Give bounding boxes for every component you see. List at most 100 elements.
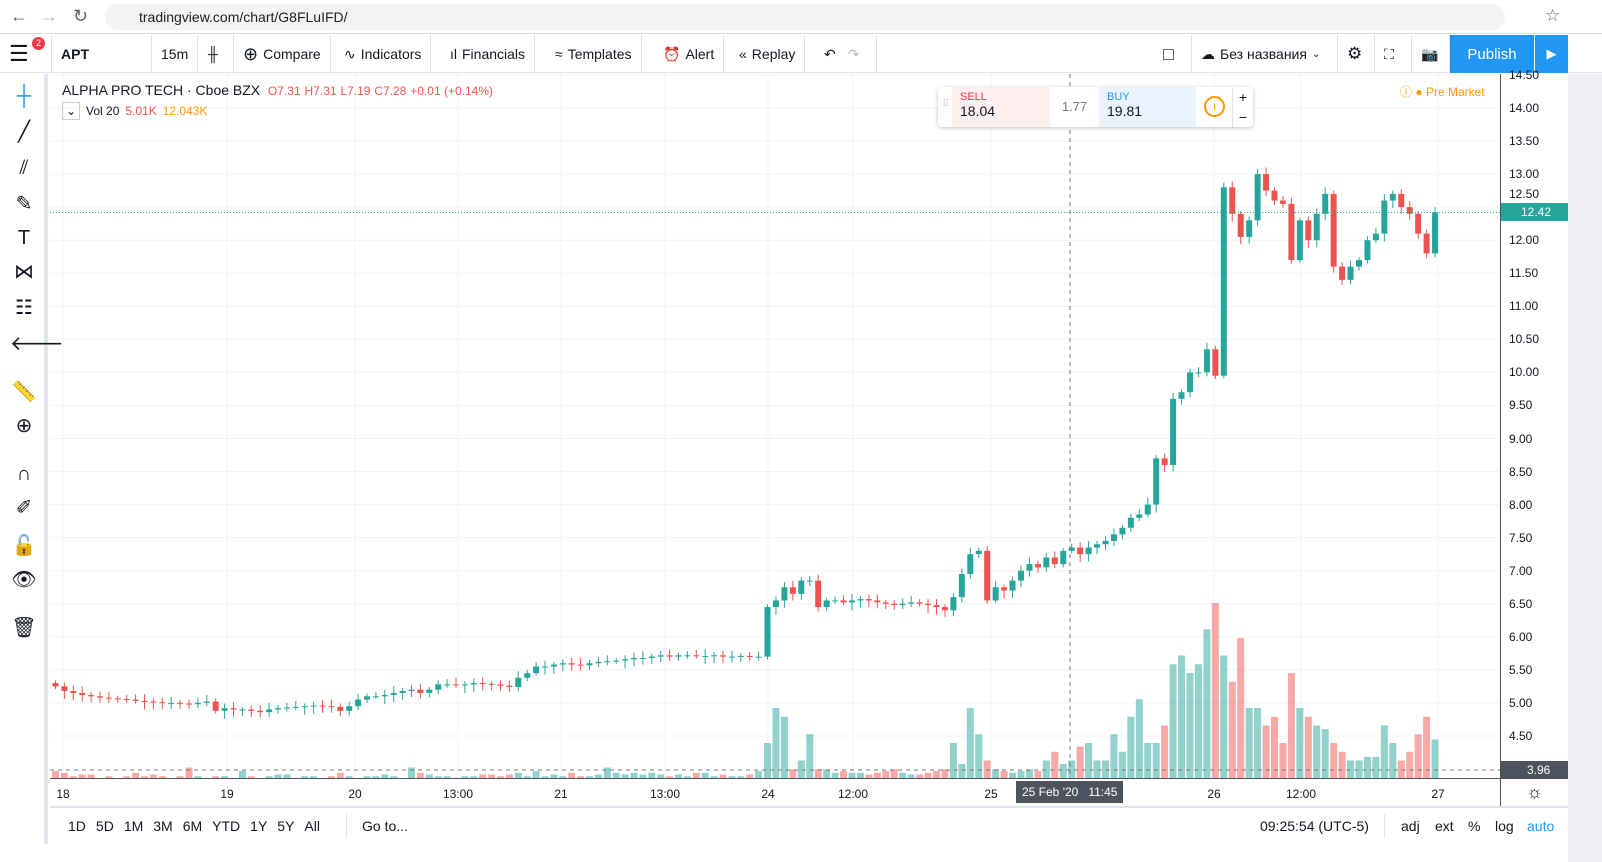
candle-body bbox=[1381, 200, 1388, 234]
range-button-all[interactable]: All bbox=[304, 818, 320, 834]
trash-icon[interactable]: 🗑 bbox=[11, 617, 37, 639]
back-icon[interactable]: ← bbox=[10, 6, 28, 26]
range-button-1d[interactable]: 1D bbox=[68, 818, 86, 834]
undo-icon[interactable]: ↶ bbox=[824, 45, 836, 62]
menu-button[interactable]: ☰ 2 bbox=[0, 35, 52, 73]
replay-button[interactable]: «Replay bbox=[730, 35, 806, 73]
financials-button[interactable]: ıl Financials bbox=[441, 35, 536, 73]
volume-bar bbox=[840, 771, 848, 778]
candle-body bbox=[1288, 203, 1295, 261]
magnet-icon[interactable]: ∩ bbox=[16, 463, 32, 485]
snapshot-button[interactable]: 📷 bbox=[1412, 35, 1450, 73]
eye-icon[interactable]: 👁 bbox=[11, 569, 37, 591]
candle-body bbox=[1406, 207, 1413, 214]
interval-button[interactable]: 15m bbox=[152, 35, 199, 73]
range-button-5d[interactable]: 5D bbox=[95, 818, 114, 834]
text-icon[interactable]: T bbox=[17, 227, 31, 249]
candle-body bbox=[891, 603, 898, 606]
prediction-icon[interactable]: ☷ bbox=[15, 297, 33, 319]
unlock-icon[interactable]: 🔓 bbox=[11, 535, 37, 557]
auto-toggle[interactable]: auto bbox=[1527, 818, 1555, 834]
play-button[interactable]: ▶ bbox=[1535, 35, 1568, 73]
candle-body bbox=[61, 686, 68, 692]
crosshair-icon[interactable]: ┼ bbox=[16, 85, 32, 107]
axis-settings-icon[interactable]: ☼ bbox=[1500, 778, 1568, 806]
adj-toggle[interactable]: adj bbox=[1401, 818, 1420, 834]
symbol-title[interactable]: ALPHA PRO TECH · Cboe BZX bbox=[62, 82, 261, 98]
drag-handle-icon[interactable]: ⠿ bbox=[942, 99, 950, 110]
lock-drawing-icon[interactable]: ✐ bbox=[15, 497, 33, 519]
percent-toggle[interactable]: % bbox=[1468, 818, 1481, 834]
templates-icon: ≈ bbox=[555, 46, 563, 62]
templates-button[interactable]: ≈ Templates bbox=[546, 35, 642, 73]
volume-bar bbox=[1355, 760, 1363, 778]
market-status[interactable]: ⓘ ● Pre Market bbox=[1400, 85, 1485, 99]
range-button-3m[interactable]: 3M bbox=[153, 818, 173, 834]
time-label: 18 bbox=[56, 787, 70, 801]
fullscreen-button[interactable]: ⛶ bbox=[1375, 35, 1412, 73]
symbol-search[interactable]: APT bbox=[52, 35, 152, 73]
settings-button[interactable]: ⚙ bbox=[1338, 35, 1375, 73]
sell-button[interactable]: SELL 18.04 bbox=[952, 87, 1050, 127]
chart-type-button[interactable]: ╫ bbox=[199, 35, 234, 73]
range-button-1y[interactable]: 1Y bbox=[250, 818, 268, 834]
candle-body bbox=[728, 656, 735, 658]
candle-body bbox=[967, 554, 974, 575]
publish-button[interactable]: Publish bbox=[1450, 35, 1534, 73]
price-label: 12.50 bbox=[1509, 187, 1540, 202]
buy-button[interactable]: BUY 19.81 bbox=[1099, 87, 1196, 127]
range-button-ytd[interactable]: YTD bbox=[212, 818, 241, 834]
candle-body bbox=[159, 702, 166, 704]
plus-circle-icon: ⊕ bbox=[243, 43, 259, 64]
range-button-1m[interactable]: 1M bbox=[123, 818, 144, 834]
range-button-5y[interactable]: 5Y bbox=[277, 818, 295, 834]
save-layout-button[interactable]: ☁ Без названия ⌄ bbox=[1192, 35, 1338, 73]
layout-button[interactable]: □ bbox=[1154, 35, 1192, 73]
fib-icon[interactable]: ⫽ bbox=[19, 157, 29, 179]
candle-body bbox=[604, 661, 611, 663]
range-button-6m[interactable]: 6M bbox=[182, 818, 203, 834]
candle-body bbox=[355, 699, 362, 707]
volume-bar bbox=[865, 774, 873, 778]
volume-bar bbox=[488, 774, 496, 778]
address-bar[interactable]: tradingview.com/chart/G8FLuIFD/ bbox=[105, 4, 1505, 30]
price-label: 13.50 bbox=[1509, 134, 1540, 149]
candle-body bbox=[613, 660, 620, 662]
volume-bar bbox=[958, 764, 966, 778]
trend-line-icon[interactable]: ╱ bbox=[17, 121, 31, 143]
volume-bar bbox=[550, 774, 558, 778]
price-label: 8.00 bbox=[1509, 497, 1533, 512]
ruler-icon[interactable]: 📏 bbox=[11, 381, 37, 403]
forward-icon[interactable]: → bbox=[40, 6, 58, 26]
collapse-legend-button[interactable]: ⌄ bbox=[62, 102, 80, 120]
candle-body bbox=[1161, 458, 1168, 465]
pattern-icon[interactable]: ⋈ bbox=[14, 261, 34, 283]
goto-button[interactable]: Go to... bbox=[362, 818, 408, 834]
compare-button[interactable]: ⊕ Compare bbox=[234, 35, 331, 73]
candle-body bbox=[798, 580, 805, 594]
star-icon[interactable]: ☆ bbox=[1545, 6, 1561, 25]
drawing-toolbar: ┼ ╱ ⫽ ✎ T ⋈ ☷ 🡐 📏 ⊕ ∩ ✐ 🔓 👁 🗑 bbox=[0, 74, 64, 844]
indicators-button[interactable]: ∿ Indicators bbox=[335, 35, 432, 73]
ext-toggle[interactable]: ext bbox=[1435, 818, 1454, 834]
time-axis[interactable]: 18 19 20 13:00 21 13:00 24 12:00 25 26 12:00 27 25 F… bbox=[50, 778, 1500, 806]
zoom-in-icon[interactable]: ⊕ bbox=[15, 415, 33, 437]
log-toggle[interactable]: log bbox=[1495, 818, 1514, 834]
chart-pane[interactable] bbox=[50, 74, 1500, 778]
brush-icon[interactable]: ✎ bbox=[15, 193, 33, 215]
candle-body bbox=[194, 702, 201, 705]
volume-bar bbox=[848, 772, 856, 778]
price-axis[interactable]: 14.50 14.00 13.50 13.00 12.50 12.00 11.50 11.00… bbox=[1500, 68, 1569, 779]
candle-body bbox=[684, 655, 691, 657]
price-label: 12.00 bbox=[1509, 233, 1540, 248]
candle-body bbox=[720, 655, 726, 657]
volume-bar bbox=[1304, 716, 1312, 778]
volume-bar bbox=[1085, 743, 1093, 778]
reload-icon[interactable]: ↻ bbox=[73, 6, 89, 26]
back-arrow-icon[interactable]: 🡐 bbox=[10, 333, 64, 355]
chevron-down-icon: ⌄ bbox=[1311, 48, 1321, 60]
quantity-stepper[interactable]: + − bbox=[1232, 87, 1253, 127]
alert-button[interactable]: ⏰ Alert bbox=[654, 35, 725, 73]
redo-icon[interactable]: ↷ bbox=[847, 45, 860, 62]
info-icon[interactable]: i bbox=[1204, 96, 1225, 117]
